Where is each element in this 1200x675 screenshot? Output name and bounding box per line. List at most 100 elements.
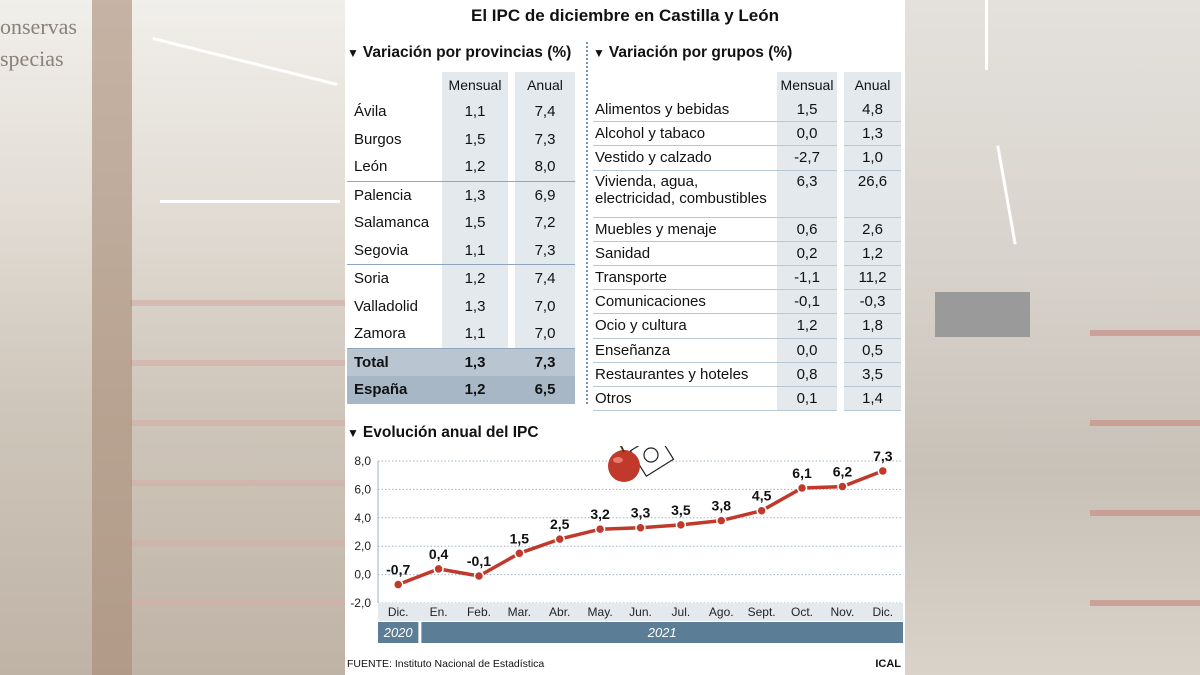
provincias-title-text: Variación por provincias (%) <box>362 44 572 61</box>
grupo-anual: 1,0 <box>844 145 901 171</box>
grupo-row: Alimentos y bebidas 1,5 4,8 <box>593 98 901 123</box>
source-footer: FUENTE: Instituto Nacional de Estadístic… <box>347 658 545 670</box>
x-tick-label: Feb. <box>467 605 491 619</box>
grupo-anual: 26,6 <box>844 170 901 218</box>
shelf <box>130 480 345 486</box>
grupo-mensual: 0,0 <box>777 338 837 363</box>
provincia-anual: 7,3 <box>515 236 575 265</box>
grupo-name: Vestido y calzado <box>593 145 777 171</box>
x-tick-label: Nov. <box>831 605 855 619</box>
grupo-name: Alcohol y tabaco <box>593 121 777 147</box>
grupo-anual: 1,8 <box>844 313 901 339</box>
provincia-name: Zamora <box>354 325 406 343</box>
grupo-anual: 3,5 <box>844 362 901 387</box>
data-label: 0,4 <box>429 546 449 562</box>
x-tick-label: Jul. <box>672 605 691 619</box>
provincia-mensual: 1,3 <box>442 180 508 209</box>
data-label: 6,2 <box>833 464 853 480</box>
provincia-mensual: 1,5 <box>442 125 508 153</box>
grupo-anual: 4,8 <box>844 98 901 123</box>
background-sign-text: onservas <box>0 14 77 39</box>
y-tick-label: 6,0 <box>354 482 371 496</box>
data-point <box>756 505 767 516</box>
shelf <box>1090 330 1200 336</box>
grupo-anual: 11,2 <box>844 265 901 291</box>
provincia-mensual: 1,5 <box>442 209 508 237</box>
x-tick-label: Sept. <box>748 605 776 619</box>
data-point <box>433 563 444 575</box>
data-point <box>554 533 565 545</box>
grupo-anual: 0,5 <box>844 338 901 363</box>
grupos-header-row: Mensual Anual <box>593 72 901 98</box>
provincia-row: Ávila 1,1 7,4 <box>347 98 575 126</box>
year-label: 2021 <box>647 625 677 640</box>
y-tick-label: 0,0 <box>354 568 371 582</box>
x-tick-label: May. <box>588 605 613 619</box>
main-title: El IPC de diciembre en Castilla y León <box>471 6 779 25</box>
grupo-mensual: -1,1 <box>777 265 837 291</box>
provincia-anual: 7,3 <box>515 125 575 153</box>
data-label: 4,5 <box>752 488 772 504</box>
provincia-mensual: 1,1 <box>442 320 508 348</box>
provincia-anual: 8,0 <box>515 153 575 181</box>
apple-icon <box>608 446 675 482</box>
ipc-line-chart: 8,0 6,0 4,0 2,0 0,0 -2,0 2020 2021 Dic. En. Feb.… <box>350 446 903 643</box>
column-header: Mensual <box>777 72 837 98</box>
background-photo-right <box>905 0 1200 675</box>
x-tick-label: Oct. <box>791 605 813 619</box>
data-label: -0,7 <box>386 562 410 578</box>
grupo-mensual: -0,1 <box>777 289 837 315</box>
shelf <box>130 300 345 306</box>
y-tick-label: 2,0 <box>354 539 371 553</box>
grupo-name: Sanidad <box>593 241 777 266</box>
x-tick-label: En. <box>430 605 448 619</box>
data-point <box>392 579 404 590</box>
grupo-row: Vivienda, agua, electricidad, combustible… <box>593 170 901 218</box>
store-sign <box>935 292 1030 337</box>
provincias-table: Mensual Anual Ávila 1,1 7,4 Burgos 1,5 7,3 Leó… <box>347 72 575 404</box>
grupo-anual: 2,6 <box>844 217 901 242</box>
x-axis-band <box>378 603 903 621</box>
grupo-name-line: Vivienda, agua, <box>595 172 699 190</box>
grupo-mensual: 0,0 <box>777 121 837 147</box>
grupo-anual: 1,4 <box>844 386 901 412</box>
euro-symbol-icon <box>643 447 659 463</box>
grupo-name: Vivienda, agua, electricidad, combustible… <box>593 170 777 218</box>
chart-section-title: ▼ Evolución anual del IPC <box>347 424 539 442</box>
background-photo-left: onservas specias <box>0 0 345 675</box>
grupos-table: Mensual Anual Alimentos y bebidas 1,5 4,8 A… <box>593 72 901 412</box>
provincia-name: España <box>347 376 442 404</box>
y-tick-label: 4,0 <box>354 511 371 525</box>
data-label: 6,1 <box>792 465 812 481</box>
data-label: 2,5 <box>550 516 570 532</box>
data-label: 3,8 <box>712 498 732 514</box>
data-label: -0,1 <box>467 553 491 569</box>
provincia-mensual: 1,1 <box>442 236 508 265</box>
grupo-name: Enseñanza <box>593 338 777 363</box>
shelf <box>1090 600 1200 606</box>
grupo-name: Comunicaciones <box>593 289 777 315</box>
chart-title-text: Evolución anual del IPC <box>362 424 539 441</box>
infographic-panel: El IPC de diciembre en Castilla y León ▼… <box>345 0 905 675</box>
provincia-mensual: 1,3 <box>442 292 508 320</box>
grupo-mensual: 0,6 <box>777 217 837 242</box>
y-tick-label: -2,0 <box>350 596 371 610</box>
provincia-name: Soria <box>347 264 442 293</box>
provincia-row: Total 1,3 7,3 <box>347 347 575 376</box>
grupo-mensual: 0,8 <box>777 362 837 387</box>
apple-stem <box>619 446 625 453</box>
data-point <box>514 548 525 559</box>
provincia-row: Salamanca 1,5 7,2 <box>347 209 575 237</box>
grupos-title-text: Variación por grupos (%) <box>608 44 793 61</box>
provincia-name: Palencia <box>347 180 442 209</box>
grupo-name: Transporte <box>593 265 777 291</box>
provincia-anual: 7,4 <box>515 98 575 126</box>
ceiling-lamp <box>152 37 338 86</box>
grupo-row: Muebles y menaje 0,6 2,6 <box>593 217 901 242</box>
triangle-down-icon: ▼ <box>347 46 359 60</box>
grupo-mensual: 0,1 <box>777 386 837 412</box>
provincia-row: Palencia 1,3 6,9 <box>347 180 575 209</box>
provincia-mensual: 1,2 <box>442 376 508 404</box>
provincia-name: Valladolid <box>354 297 418 315</box>
ceiling-lamp <box>160 200 340 203</box>
